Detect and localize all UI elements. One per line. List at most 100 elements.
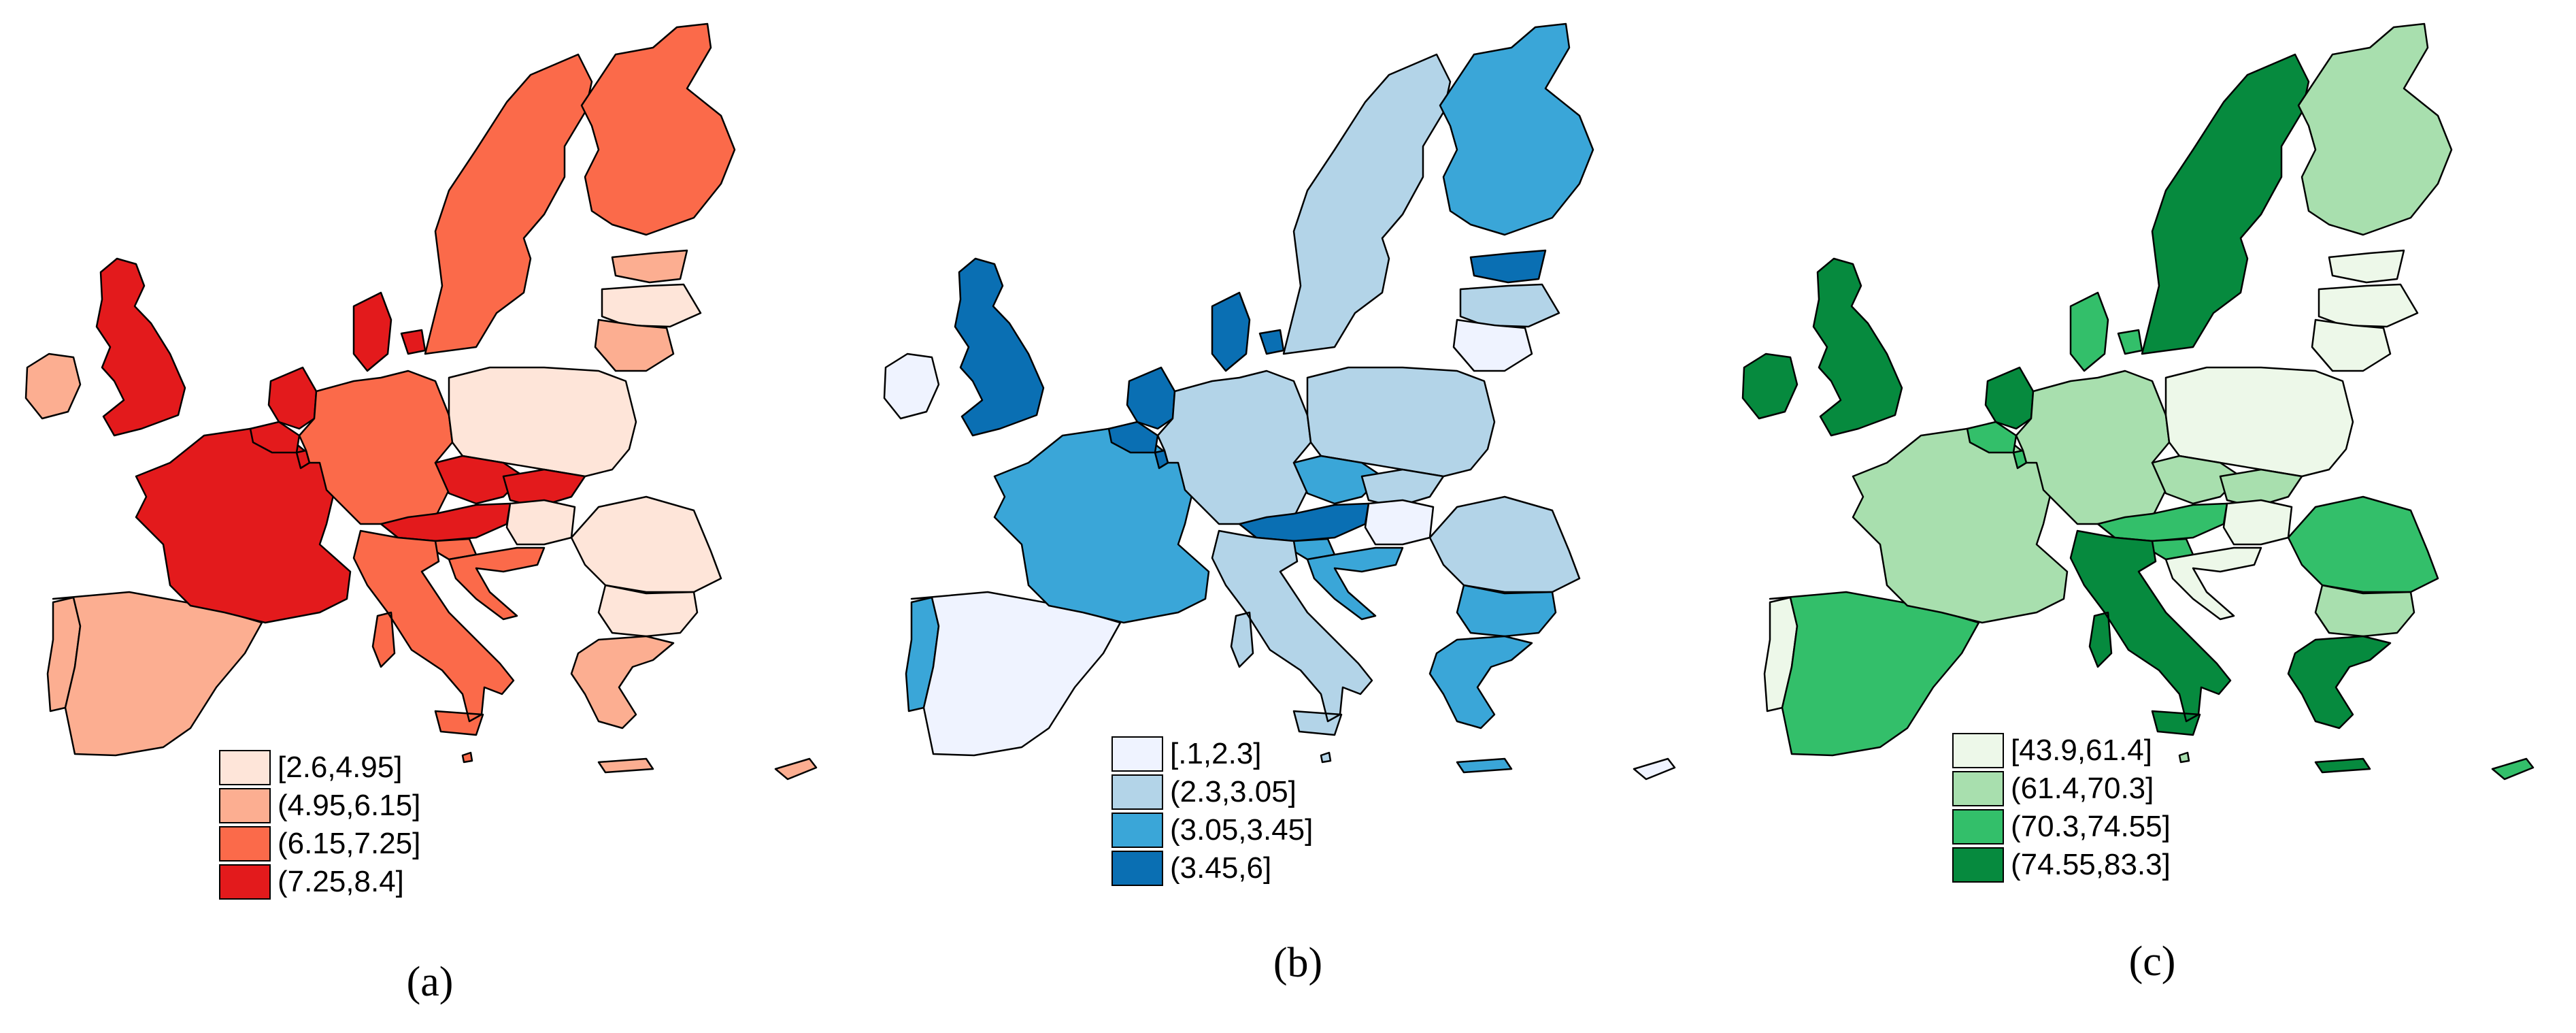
legend-item: (70.3,74.55]	[1952, 808, 2171, 846]
europe-choropleth-map	[1741, 22, 2535, 781]
legend-label: (70.3,74.55]	[2011, 810, 2171, 843]
country-region-ro	[570, 495, 722, 593]
country-region-it	[2069, 529, 2232, 736]
country-region-ro	[2287, 495, 2439, 593]
legend-item: (3.05,3.45]	[1111, 811, 1313, 849]
country-region-hr	[448, 546, 546, 621]
legend-swatch	[219, 788, 271, 823]
country-region-ie	[1741, 352, 1799, 420]
country-region-ie	[24, 352, 82, 420]
country-region-lv	[1459, 283, 1560, 328]
country-region-hu	[2222, 499, 2293, 546]
country-region-sk	[2219, 468, 2303, 508]
europe-choropleth-map	[883, 22, 1676, 781]
country-region-se	[1282, 53, 1452, 355]
panel-caption: (b)	[1273, 940, 1323, 986]
country-region-cy	[2491, 757, 2535, 781]
country-region-hr	[1306, 546, 1404, 621]
legend-label: (2.3,3.05]	[1170, 775, 1297, 808]
legend-swatch	[1111, 736, 1163, 772]
country-region-uk	[954, 257, 1045, 437]
country-region-hu	[505, 499, 576, 546]
legend-swatch	[1111, 851, 1163, 886]
legend-label: (61.4,70.3]	[2011, 772, 2154, 805]
legend-swatch	[1952, 847, 2004, 883]
map-panel-a: [2.6,4.95] (4.95,6.15] (6.15,7.25] (7.25…	[0, 0, 858, 1033]
country-region-mt	[461, 751, 473, 764]
country-region-ee	[2328, 249, 2405, 284]
country-region-lt	[1452, 318, 1533, 372]
legend-item: (74.55,83.3]	[1952, 846, 2171, 884]
country-region-hu	[1364, 499, 1435, 546]
country-region-pl	[448, 366, 637, 478]
country-region-es	[52, 591, 263, 757]
country-region-nl	[1984, 366, 2035, 430]
country-region-mt	[1320, 751, 1332, 764]
country-region-fi	[1439, 22, 1594, 236]
legend-item: (7.25,8.4]	[219, 863, 404, 901]
legend-swatch	[219, 750, 271, 785]
country-region-uk	[95, 257, 186, 437]
legend-item: [2.6,4.95]	[219, 749, 402, 787]
panel-caption: (a)	[406, 959, 454, 1005]
country-region-gr	[2287, 635, 2392, 774]
legend-label: (74.55,83.3]	[2011, 848, 2171, 881]
country-region-lv	[2318, 283, 2419, 328]
legend-item: [43.9,61.4]	[1952, 732, 2152, 770]
country-region-dk	[1211, 291, 1285, 372]
country-region-sk	[1360, 468, 1445, 508]
country-region-pl	[2164, 366, 2354, 478]
country-region-lt	[2311, 318, 2392, 372]
legend-label: [43.9,61.4]	[2011, 734, 2152, 767]
country-region-it	[1211, 529, 1373, 736]
country-region-bg	[2314, 584, 2415, 638]
country-region-uk	[1812, 257, 1903, 437]
country-region-dk	[2069, 291, 2143, 372]
country-region-bg	[597, 584, 699, 638]
legend-item: (2.3,3.05]	[1111, 773, 1297, 811]
legend-item: (6.15,7.25]	[219, 825, 420, 863]
country-region-fi	[2297, 22, 2453, 236]
country-region-cy	[774, 757, 818, 781]
legend-item: (3.45,6]	[1111, 849, 1271, 887]
country-region-hr	[2164, 546, 2262, 621]
country-region-mt	[2178, 751, 2190, 764]
legend-swatch	[1111, 774, 1163, 810]
country-region-nl	[1126, 366, 1176, 430]
country-region-se	[2141, 53, 2310, 355]
country-region-ro	[1428, 495, 1581, 593]
legend-swatch	[1952, 733, 2004, 768]
country-region-lv	[601, 283, 702, 328]
country-region-cy	[1633, 757, 1676, 781]
country-region-bg	[1456, 584, 1557, 638]
legend-label: (3.05,3.45]	[1170, 813, 1314, 847]
europe-choropleth-map	[24, 22, 818, 781]
legend-label: [2.6,4.95]	[278, 751, 403, 784]
country-region-se	[424, 53, 593, 355]
legend-item: (4.95,6.15]	[219, 787, 420, 825]
legend-swatch	[219, 826, 271, 862]
legend-swatch	[1952, 771, 2004, 806]
country-region-es	[910, 591, 1122, 757]
legend-swatch	[219, 864, 271, 900]
legend-label: (3.45,6]	[1170, 851, 1272, 885]
legend-label: (4.95,6.15]	[278, 789, 421, 822]
legend-swatch	[1111, 813, 1163, 848]
country-region-gr	[570, 635, 675, 774]
country-region-lt	[594, 318, 675, 372]
country-region-nl	[267, 366, 318, 430]
map-panel-c: [43.9,61.4] (61.4,70.3] (70.3,74.55] (74…	[1717, 0, 2575, 1033]
country-region-it	[352, 529, 515, 736]
country-region-sk	[502, 468, 586, 508]
country-region-dk	[352, 291, 426, 372]
map-panel-b: [.1,2.3] (2.3,3.05] (3.05,3.45] (3.45,6]…	[858, 0, 1717, 1033]
country-region-pl	[1306, 366, 1496, 478]
legend-label: (7.25,8.4]	[278, 865, 404, 898]
legend-label: [.1,2.3]	[1170, 737, 1262, 770]
country-region-gr	[1428, 635, 1533, 774]
legend-item: [.1,2.3]	[1111, 735, 1262, 773]
panel-caption: (c)	[2128, 938, 2176, 985]
legend-label: (6.15,7.25]	[278, 827, 421, 860]
legend-swatch	[1952, 809, 2004, 845]
country-region-ie	[883, 352, 940, 420]
